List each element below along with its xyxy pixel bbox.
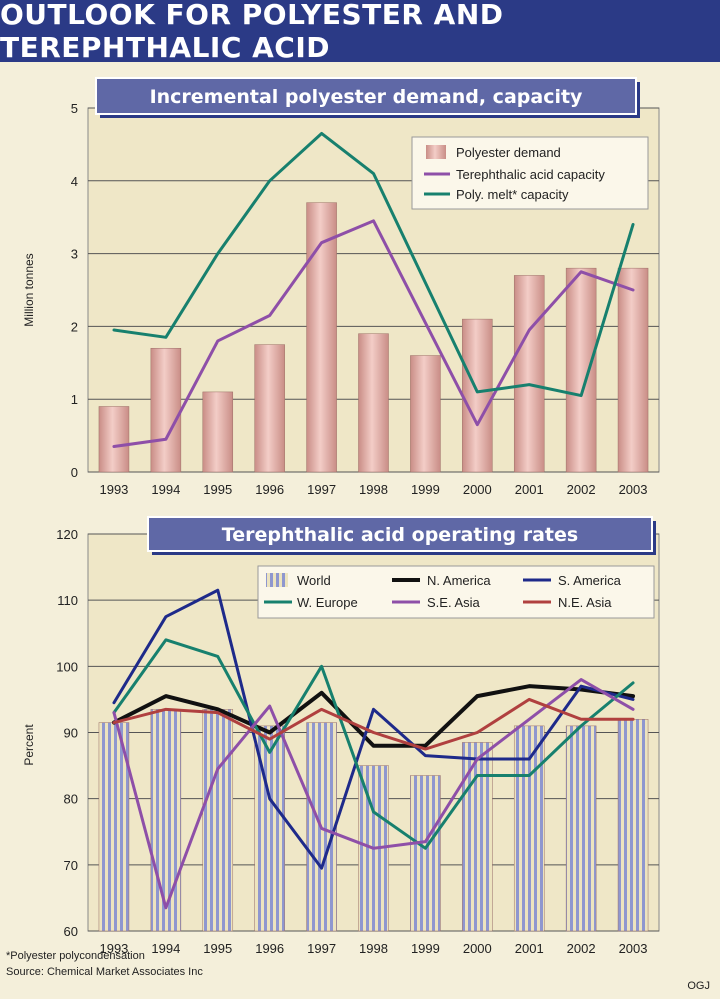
- demand-capacity-chart: 0 1 2 3 4 5 1993 1994 1995 1996 1997 1998 1999 2000 2…: [22, 77, 660, 497]
- bar-2002: [565, 725, 597, 932]
- x-tick-label: 1998: [359, 482, 388, 497]
- x-tick-label: 1998: [359, 941, 388, 956]
- bar-1998: [358, 333, 389, 473]
- x-tick-label: 1997: [307, 482, 336, 497]
- legend: [411, 136, 649, 210]
- x-tick-label: 2000: [463, 941, 492, 956]
- x-tick-label: 1996: [255, 941, 284, 956]
- x-tick-label: 1996: [255, 482, 284, 497]
- x-tick-label: 1993: [99, 941, 128, 956]
- x-tick-label: 2002: [567, 482, 596, 497]
- legend-label-world: World: [297, 573, 331, 588]
- y-tick-label: 0: [71, 465, 78, 480]
- bar-1994: [150, 709, 182, 932]
- series-line-w-europe: [112, 638, 635, 850]
- x-tick-label: 2003: [619, 482, 648, 497]
- y-tick-label: 4: [71, 174, 78, 189]
- bar-1995: [202, 391, 234, 473]
- x-tick-label: 1994: [151, 482, 180, 497]
- x-tick-label: 1999: [411, 482, 440, 497]
- legend-label-melt: Poly. melt* capacity: [456, 187, 569, 202]
- legend-label-weurope: W. Europe: [297, 595, 358, 610]
- x-tick-label: 2001: [515, 941, 544, 956]
- x-tick-label: 1995: [203, 482, 232, 497]
- x-tick-label: 2001: [515, 482, 544, 497]
- chart-title: Terephthalic acid operating rates: [222, 524, 578, 546]
- y-tick-label: 2: [71, 319, 78, 334]
- bar-2000: [462, 742, 493, 932]
- bar-1999: [410, 355, 441, 473]
- credit: OGJ: [687, 980, 710, 992]
- x-tick-label: 1997: [307, 941, 336, 956]
- legend-label-samerica: S. America: [558, 573, 622, 588]
- y-tick-label: 5: [71, 101, 78, 116]
- legend-label-pta: Terephthalic acid capacity: [456, 167, 605, 182]
- bar-2003: [617, 719, 649, 932]
- chart-title-panel: [147, 516, 653, 552]
- bar-1996: [254, 344, 285, 473]
- footnote: *Polyester polycondensation: [6, 950, 145, 962]
- legend-label-neasia: N.E. Asia: [558, 595, 612, 610]
- series-line-n-e-asia: [112, 697, 635, 751]
- page-title: Outlook for polyester and terephthalic a…: [0, 0, 720, 65]
- legend-label-seasia: S.E. Asia: [427, 595, 481, 610]
- legend-label-namerica: N. America: [427, 573, 491, 588]
- y-tick-label: 90: [64, 726, 78, 741]
- y-tick-label: 60: [64, 924, 78, 939]
- chart-title: Incremental polyester demand, capacity: [150, 86, 583, 108]
- bar-1994: [150, 347, 182, 473]
- x-tick-label: 1999: [411, 941, 440, 956]
- legend-label-demand: Polyester demand: [456, 145, 561, 160]
- operating-rates-chart: 60 70 80 90 100 110 120 1993 1994 1995 1996 1997 19…: [22, 516, 660, 956]
- y-axis-label: Percent: [22, 724, 36, 766]
- y-tick-label: 1: [71, 392, 78, 407]
- x-tick-label: 2002: [567, 941, 596, 956]
- bar-1995: [202, 709, 234, 932]
- bar-2003: [617, 267, 649, 473]
- bar-2002: [565, 267, 597, 473]
- bar-2000: [462, 318, 493, 473]
- y-axis-label: Million tonnes: [22, 253, 36, 326]
- y-tick-label: 80: [64, 792, 78, 807]
- y-tick-label: 110: [57, 593, 78, 608]
- x-tick-label: 1994: [151, 941, 180, 956]
- chart-title-panel: [95, 77, 637, 115]
- series-line-terephthalic-acid-capacity: [112, 219, 635, 449]
- x-tick-label: 1993: [99, 482, 128, 497]
- bar-1999: [410, 775, 441, 932]
- series-line-poly-melt-capacity: [112, 131, 635, 398]
- legend-swatch-demand: [426, 145, 446, 159]
- legend-swatch-world: [266, 573, 288, 587]
- series-line-n-america: [111, 684, 636, 748]
- y-tick-label: 3: [71, 247, 78, 262]
- y-tick-label: 120: [56, 527, 78, 542]
- series-line-s-america: [112, 588, 635, 870]
- source-note: Source: Chemical Market Associates Inc: [6, 966, 203, 978]
- x-tick-label: 2003: [619, 941, 648, 956]
- x-tick-label: 2000: [463, 482, 492, 497]
- x-tick-label: 1995: [203, 941, 232, 956]
- bar-2001: [513, 275, 545, 473]
- y-tick-label: 100: [56, 659, 78, 674]
- bar-1993: [98, 722, 130, 932]
- bar-1993: [98, 406, 130, 473]
- y-tick-label: 70: [64, 858, 78, 873]
- legend: [257, 565, 655, 619]
- bar-1997: [306, 202, 337, 473]
